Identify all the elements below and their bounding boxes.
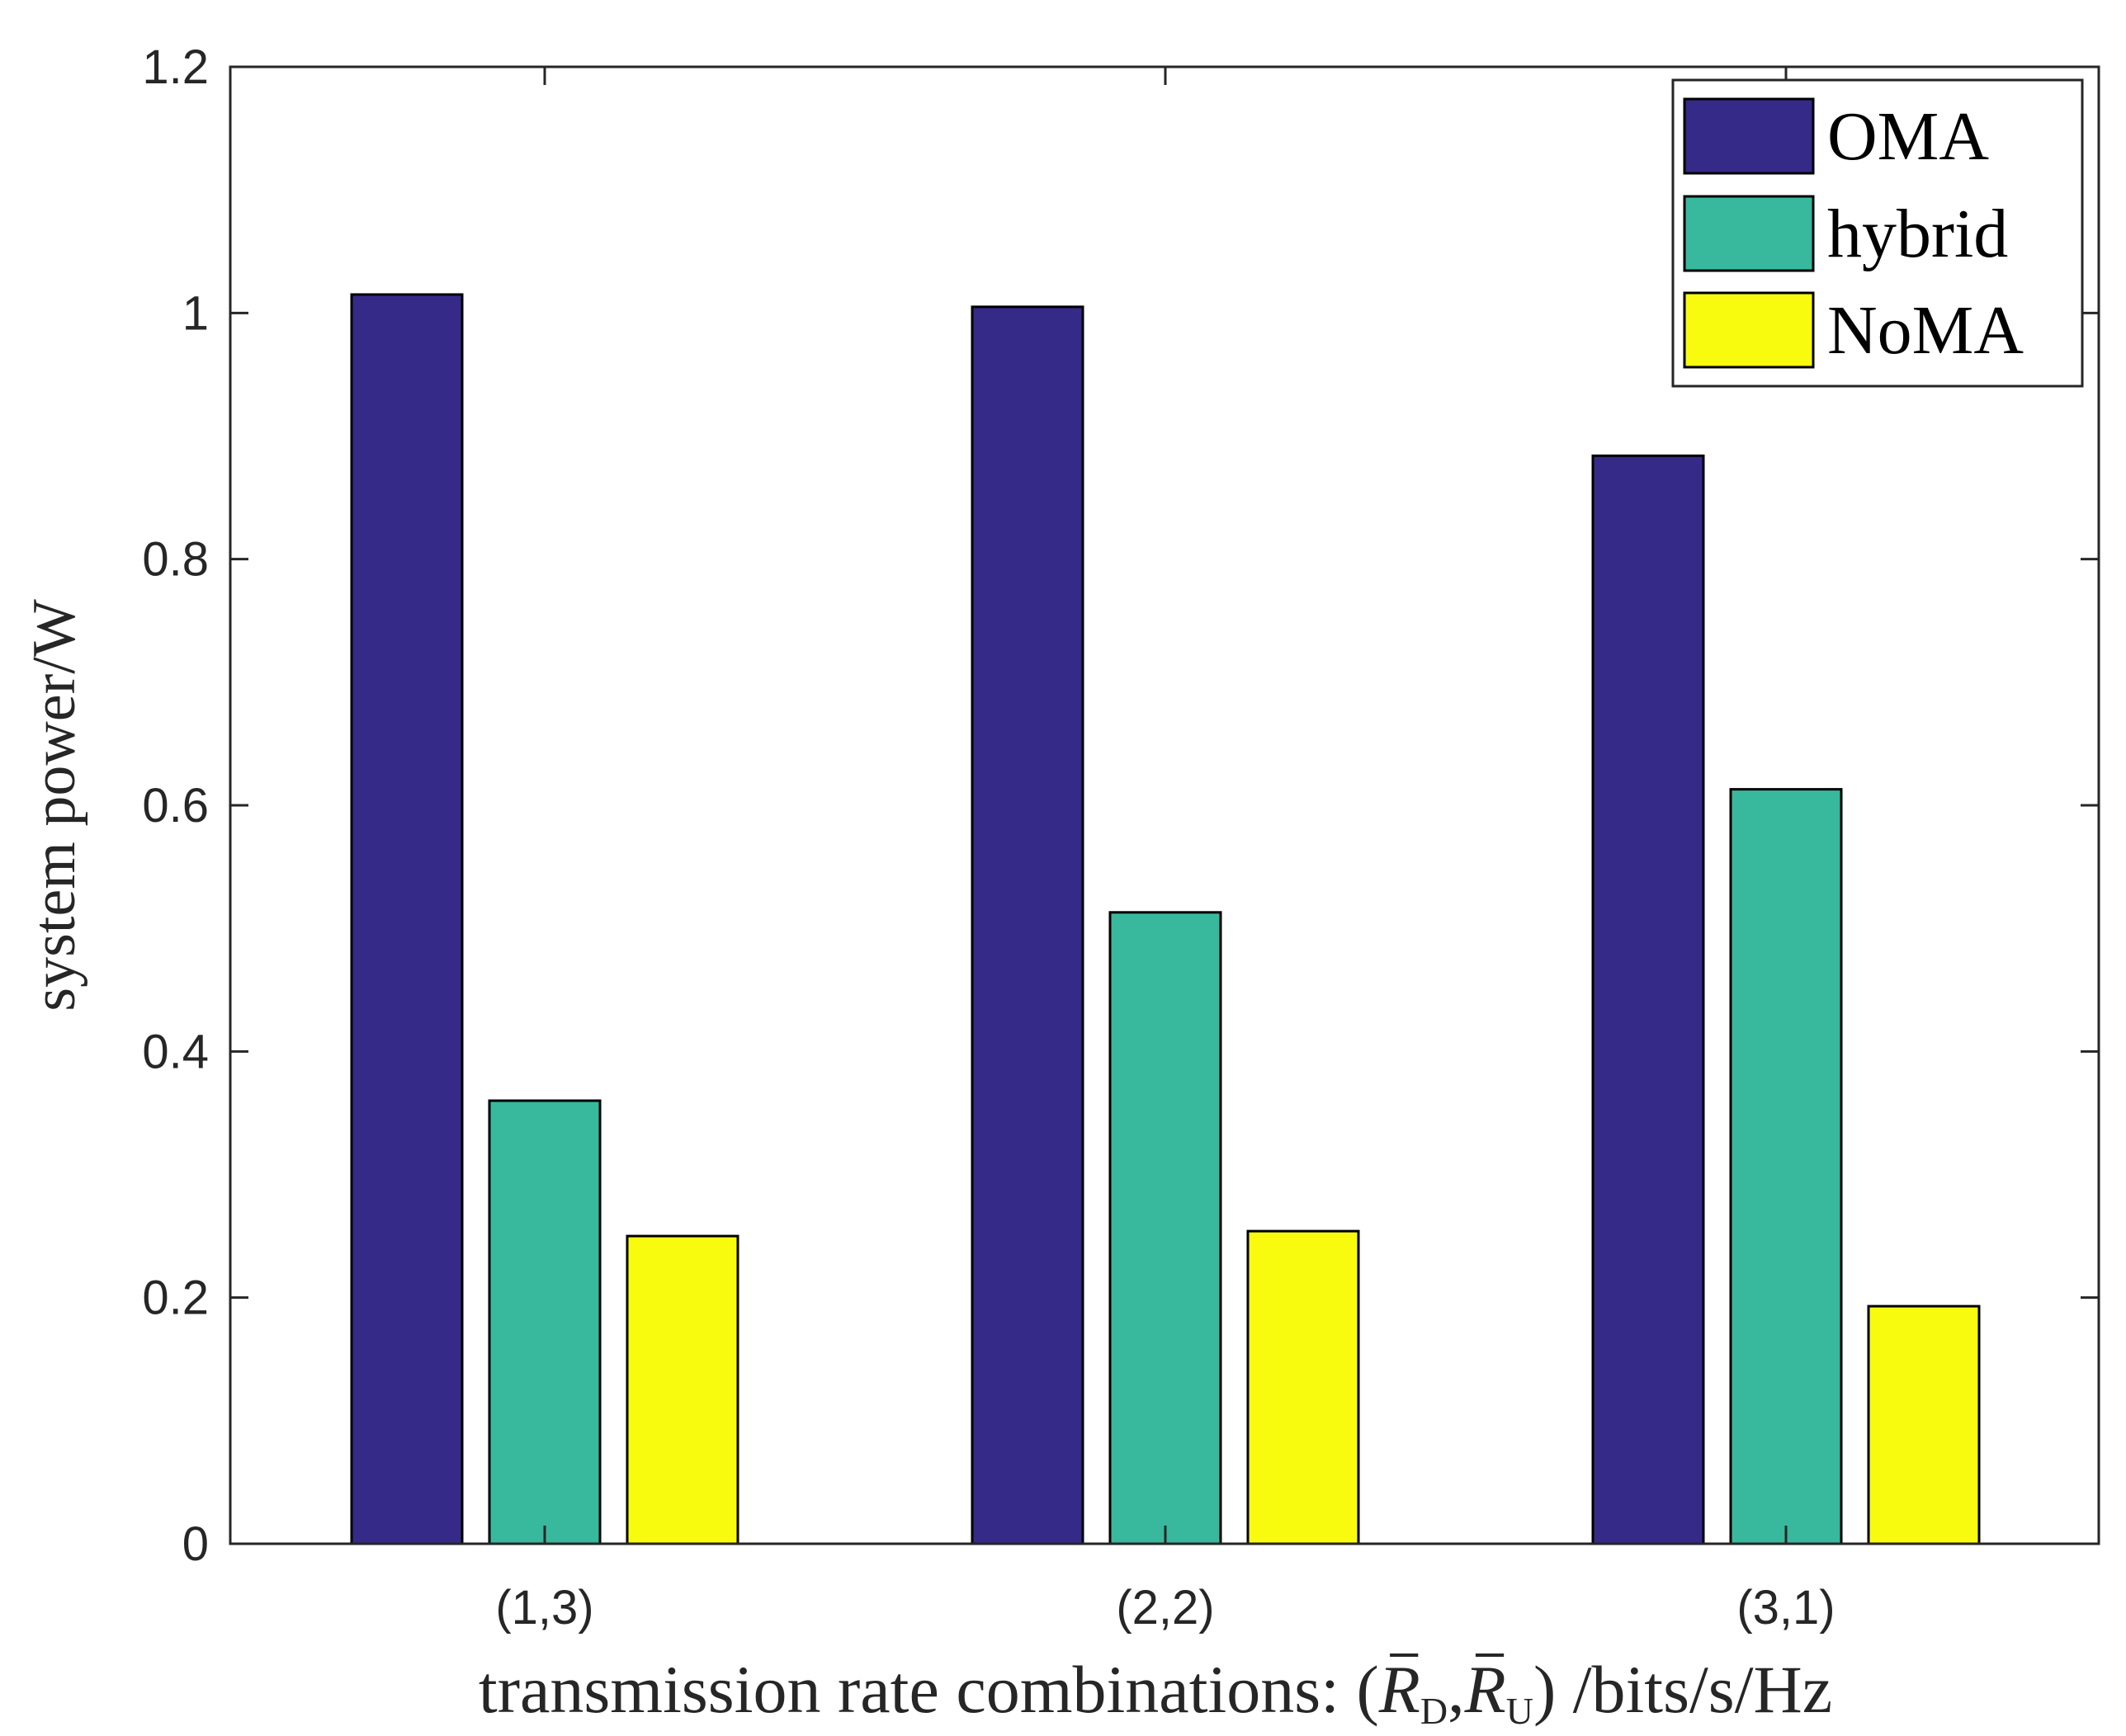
y-tick-label: 0.6 (142, 779, 209, 833)
y-tick-labels: 0 0.2 0.4 0.6 0.8 1 1.2 (142, 40, 209, 1571)
legend-swatch-hybrid (1683, 195, 1815, 272)
y-tick-label: 0.8 (142, 533, 209, 587)
y-tick-label: 0.4 (142, 1025, 209, 1078)
x-axis-title-r-d: R (1378, 1652, 1420, 1727)
legend-label-hybrid: hybrid (1827, 196, 2008, 272)
x-tick-label: (2,2) (1116, 1581, 1214, 1635)
x-axis-title-prefix: transmission rate combinations: ( (479, 1652, 1379, 1727)
y-axis-title: system power/W (21, 599, 88, 1012)
legend-swatch-oma (1683, 97, 1815, 175)
bar-hybrid-3 (1729, 788, 1843, 1545)
x-tick-label: (3,1) (1736, 1581, 1835, 1635)
bar-oma-3 (1591, 454, 1705, 1545)
y-tick-label: 1.2 (142, 40, 209, 94)
bar-hybrid-1 (488, 1099, 602, 1545)
bar-oma-2 (971, 305, 1084, 1545)
bar-noma-2 (1246, 1229, 1360, 1545)
legend: OMA hybrid NoMA (1671, 78, 2084, 388)
legend-label-noma: NoMA (1827, 292, 2024, 369)
x-axis-title-r-u: R (1464, 1652, 1506, 1727)
axis-ticks (230, 65, 2099, 1545)
x-axis-title-suffix: ) /bits/s/Hz (1533, 1652, 1832, 1727)
bar-noma-1 (626, 1234, 739, 1545)
bar-oma-1 (350, 293, 464, 1545)
x-axis-title-sub-u: U (1506, 1690, 1533, 1732)
x-axis-title-sub-d: D (1420, 1690, 1448, 1732)
bar-noma-3 (1867, 1304, 1981, 1545)
x-tick-label: (1,3) (495, 1581, 593, 1635)
bars (350, 293, 1981, 1545)
legend-entries: OMA hybrid NoMA (1683, 97, 2024, 369)
y-tick-label: 1 (182, 286, 209, 340)
y-tick-label: 0.2 (142, 1271, 209, 1325)
legend-label-oma: OMA (1827, 98, 1989, 175)
legend-swatch-noma (1683, 291, 1815, 369)
x-axis-title: transmission rate combinations: (RD,RU) … (479, 1652, 1832, 1732)
x-axis-title-comma: , (1448, 1652, 1465, 1727)
x-tick-labels: (1,3) (2,2) (3,1) (495, 1581, 1835, 1635)
bar-hybrid-2 (1108, 911, 1222, 1545)
y-tick-label: 0 (182, 1517, 209, 1571)
